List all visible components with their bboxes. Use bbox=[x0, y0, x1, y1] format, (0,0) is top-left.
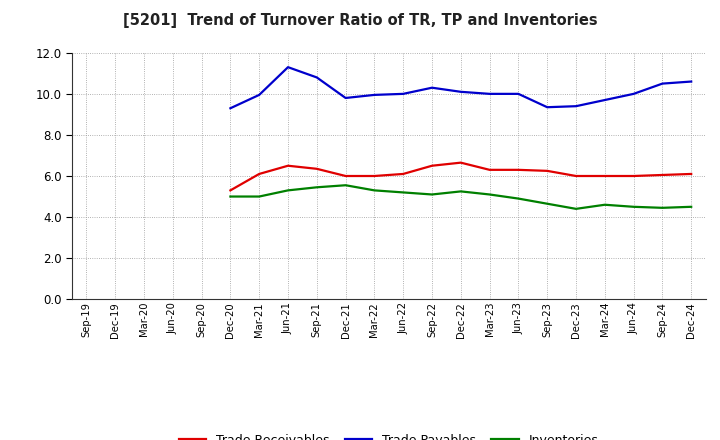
Trade Payables bbox=[514, 91, 523, 96]
Trade Payables bbox=[399, 91, 408, 96]
Trade Payables bbox=[255, 92, 264, 98]
Trade Receivables bbox=[399, 171, 408, 176]
Line: Trade Payables: Trade Payables bbox=[230, 67, 691, 108]
Trade Receivables bbox=[485, 167, 494, 172]
Trade Payables bbox=[485, 91, 494, 96]
Inventories bbox=[370, 188, 379, 193]
Trade Payables bbox=[226, 106, 235, 111]
Inventories bbox=[543, 201, 552, 206]
Trade Receivables bbox=[370, 173, 379, 179]
Inventories bbox=[341, 183, 350, 188]
Trade Payables bbox=[312, 75, 321, 80]
Inventories bbox=[629, 204, 638, 209]
Trade Payables bbox=[629, 91, 638, 96]
Trade Payables bbox=[600, 97, 609, 103]
Trade Receivables bbox=[600, 173, 609, 179]
Line: Inventories: Inventories bbox=[230, 185, 691, 209]
Inventories bbox=[255, 194, 264, 199]
Trade Payables bbox=[543, 105, 552, 110]
Inventories bbox=[312, 185, 321, 190]
Inventories bbox=[572, 206, 580, 212]
Inventories bbox=[687, 204, 696, 209]
Trade Receivables bbox=[514, 167, 523, 172]
Trade Receivables bbox=[428, 163, 436, 169]
Inventories bbox=[658, 205, 667, 210]
Trade Payables bbox=[284, 65, 292, 70]
Trade Receivables bbox=[341, 173, 350, 179]
Trade Receivables bbox=[284, 163, 292, 169]
Inventories bbox=[226, 194, 235, 199]
Trade Receivables bbox=[629, 173, 638, 179]
Trade Payables bbox=[428, 85, 436, 90]
Trade Receivables bbox=[456, 160, 465, 165]
Text: [5201]  Trend of Turnover Ratio of TR, TP and Inventories: [5201] Trend of Turnover Ratio of TR, TP… bbox=[122, 13, 598, 28]
Trade Receivables bbox=[658, 172, 667, 178]
Trade Payables bbox=[658, 81, 667, 86]
Trade Payables bbox=[341, 95, 350, 101]
Trade Payables bbox=[572, 103, 580, 109]
Trade Receivables bbox=[312, 166, 321, 172]
Trade Receivables bbox=[226, 188, 235, 193]
Trade Payables bbox=[687, 79, 696, 84]
Inventories bbox=[399, 190, 408, 195]
Line: Trade Receivables: Trade Receivables bbox=[230, 163, 691, 191]
Trade Receivables bbox=[687, 171, 696, 176]
Trade Payables bbox=[370, 92, 379, 98]
Inventories bbox=[284, 188, 292, 193]
Trade Payables bbox=[456, 89, 465, 95]
Legend: Trade Receivables, Trade Payables, Inventories: Trade Receivables, Trade Payables, Inven… bbox=[179, 433, 599, 440]
Inventories bbox=[514, 196, 523, 201]
Inventories bbox=[600, 202, 609, 207]
Trade Receivables bbox=[543, 168, 552, 173]
Inventories bbox=[456, 189, 465, 194]
Inventories bbox=[428, 192, 436, 197]
Inventories bbox=[485, 192, 494, 197]
Trade Receivables bbox=[255, 171, 264, 176]
Trade Receivables bbox=[572, 173, 580, 179]
